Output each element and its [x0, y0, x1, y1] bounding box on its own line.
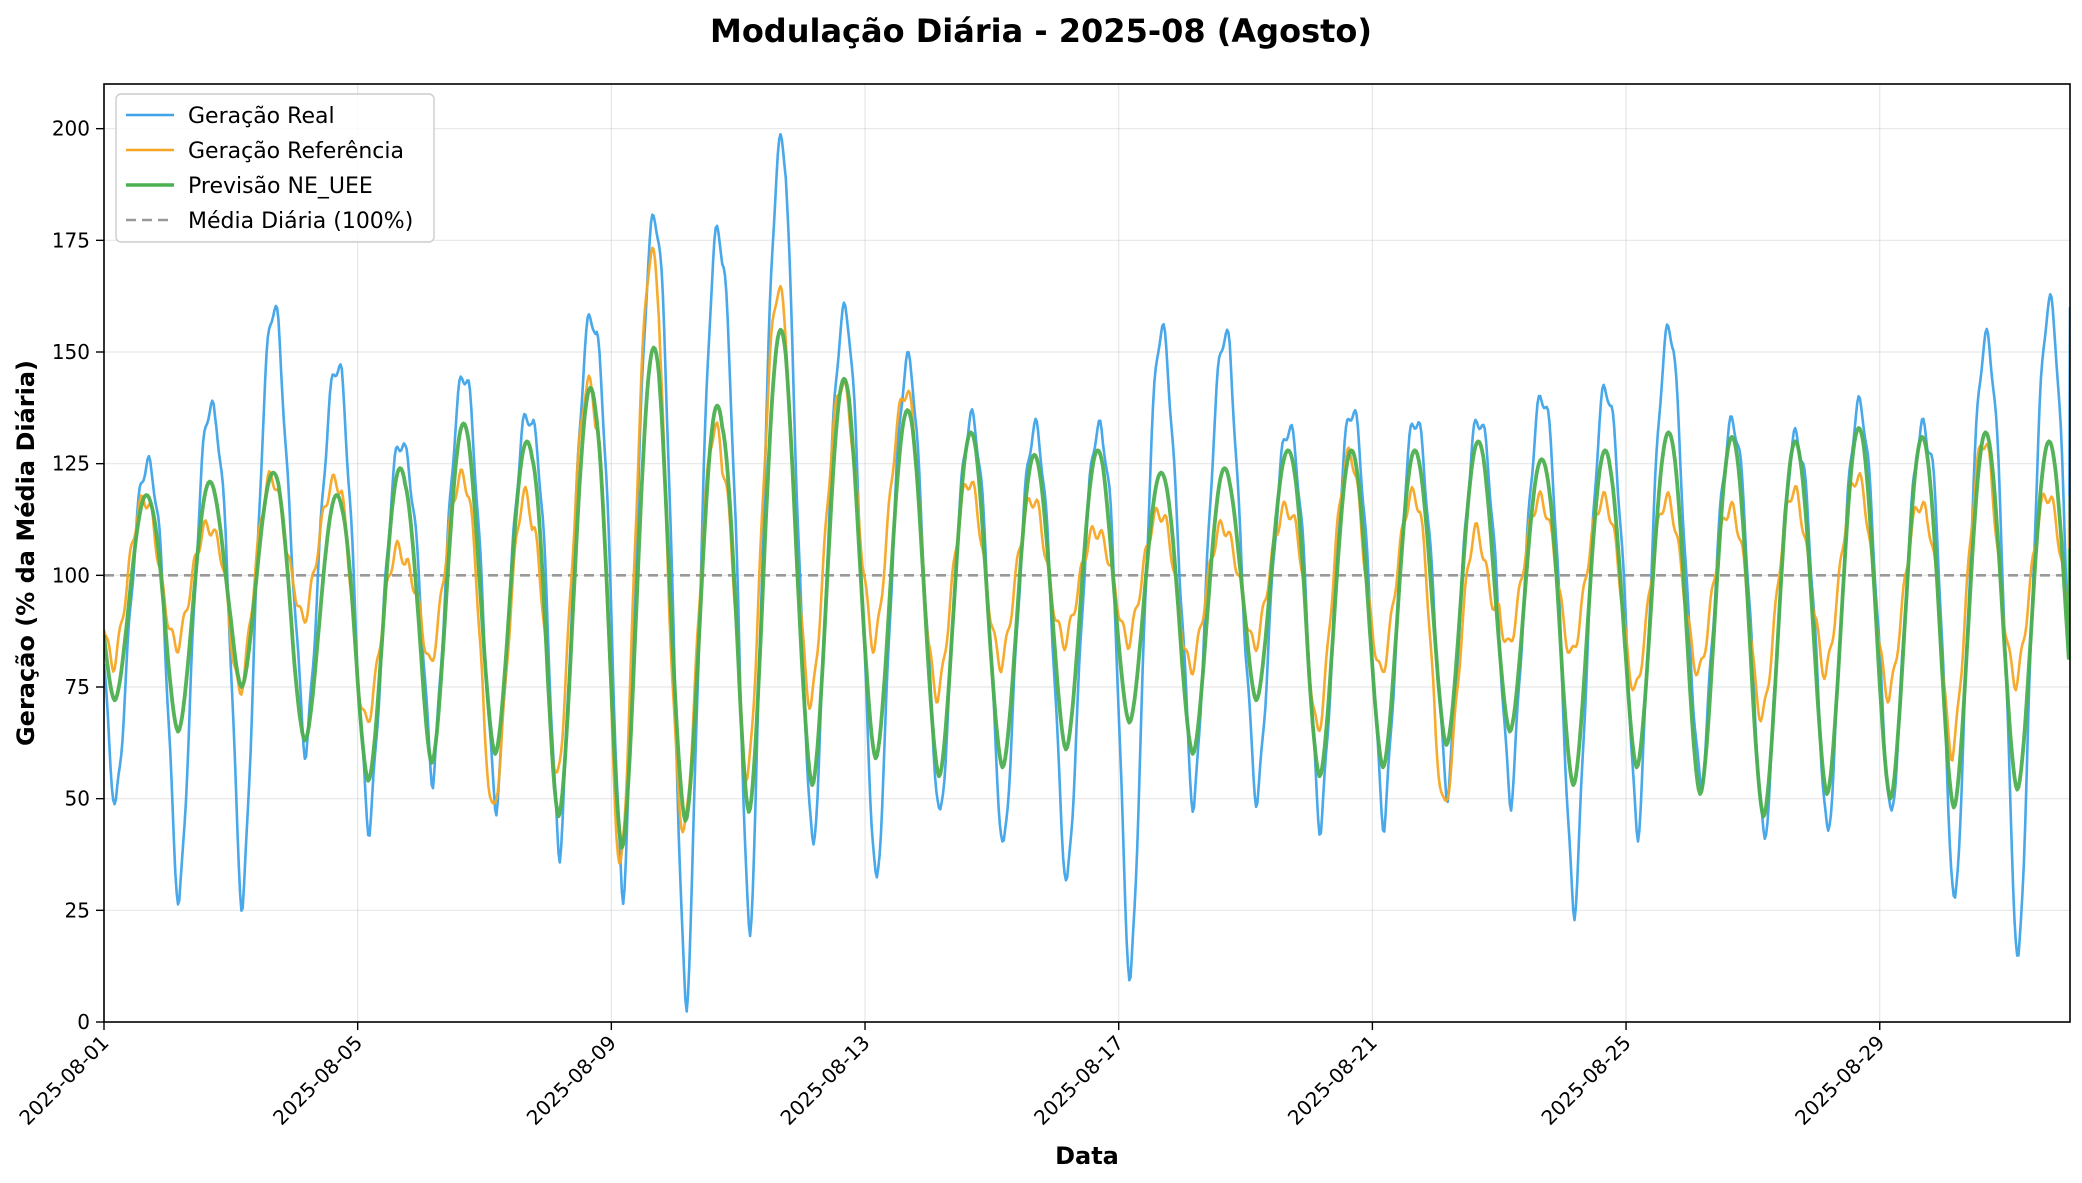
y-tick-label: 125	[52, 452, 90, 476]
y-tick-label: 0	[77, 1010, 90, 1034]
chart-title: Modulação Diária - 2025-08 (Agosto)	[710, 12, 1372, 50]
legend-label-reference: Geração Referência	[188, 139, 404, 164]
legend-label-forecast: Previsão NE_UEE	[188, 174, 373, 199]
legend-label-average: Média Diária (100%)	[188, 209, 413, 234]
legend-box	[115, 93, 435, 243]
y-tick-label: 75	[65, 675, 90, 699]
series-line-reference	[104, 246, 2070, 865]
y-tick-label: 150	[52, 340, 90, 364]
legend-label-real: Geração Real	[188, 104, 335, 129]
y-tick-label: 200	[52, 117, 90, 141]
y-tick-label: 50	[65, 787, 90, 811]
y-tick-label: 100	[52, 563, 90, 587]
plot-frame	[103, 83, 2071, 1023]
y-tick-label: 175	[52, 228, 90, 252]
series-lines	[104, 132, 2070, 1013]
series-line-forecast	[104, 327, 2070, 850]
chart-legend: Geração Real Geração Referência Previsão…	[115, 93, 435, 243]
y-tick-label: 25	[65, 898, 90, 922]
y-axis-ticks: 0 25 50 75 100 125 150 175 200	[52, 117, 104, 1034]
y-axis-label: Geração (% da Média Diária)	[12, 360, 40, 746]
x-axis-label: Data	[1055, 1142, 1119, 1170]
